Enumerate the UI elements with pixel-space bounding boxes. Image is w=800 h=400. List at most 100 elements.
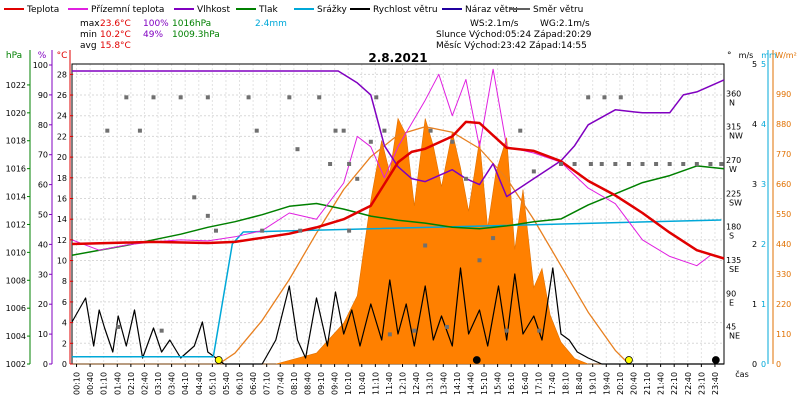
tick-pct: 70 (38, 151, 48, 160)
tick-time: 01:10 (100, 372, 109, 395)
tick-wm: 880 (776, 120, 791, 129)
wind-dir-point (531, 169, 536, 174)
tick-time: 07:40 (276, 372, 285, 395)
tick-pct: 20 (38, 300, 48, 309)
legend-label: Teplota (26, 5, 59, 15)
stats-sun: Slunce Východ:05:24 Západ:20:29 (436, 30, 592, 40)
tick-mm: 3 (761, 180, 766, 189)
stats-max-press: 1016hPa (172, 19, 211, 29)
tick-hpa: 1010 (6, 248, 26, 257)
tick-time: 05:40 (222, 372, 231, 395)
tick-pct: 80 (38, 121, 48, 130)
wind-dir-point (213, 228, 218, 233)
tick-time: 20:10 (616, 372, 625, 395)
tick-time: 11:10 (371, 372, 380, 395)
tick-temp: 28 (57, 70, 67, 79)
tick-time: 15:40 (494, 372, 503, 395)
tick-temp: 18 (57, 174, 67, 183)
tick-ms: 1 (752, 300, 757, 309)
tick-temp: 10 (57, 257, 67, 266)
wind-dir-point (192, 195, 197, 200)
tick-time: 02:10 (127, 372, 136, 395)
tick-temp: 22 (57, 132, 67, 141)
wind-dir-point (477, 258, 482, 263)
wind-dir-point (368, 139, 373, 144)
tick-dir-deg: 135 (726, 256, 741, 265)
tick-pct: 30 (38, 270, 48, 279)
tick-hpa: 1014 (6, 193, 26, 202)
wind-dir-point (681, 162, 686, 166)
tick-wm: 660 (776, 180, 791, 189)
stats-moon: Měsíc Východ:23:42 Západ:14:55 (436, 41, 587, 51)
tick-time: 11:40 (385, 372, 394, 395)
tick-time: 03:40 (168, 372, 177, 395)
tick-time: 16:10 (507, 372, 516, 395)
wind-dir-point (602, 95, 607, 100)
tick-temp: 2 (62, 339, 67, 348)
tick-ms: 0 (752, 360, 757, 369)
tick-temp: 20 (57, 153, 67, 162)
stats-avg-temp: 15.8°C (100, 41, 131, 51)
tick-time: 14:40 (466, 372, 475, 395)
series-prizemni-teplota (71, 68, 711, 267)
wind-dir-point (613, 162, 618, 166)
tick-dir-name: NW (729, 132, 743, 141)
wind-dir-point (518, 128, 523, 133)
wind-dir-point (412, 328, 417, 333)
tick-wm: 770 (776, 150, 791, 159)
wind-dir-point (205, 213, 210, 218)
wind-dir-point (640, 162, 645, 166)
wind-direction-points (105, 95, 724, 337)
tick-wm: 220 (776, 300, 791, 309)
tick-temp: 16 (57, 194, 67, 203)
tick-time: 09:10 (317, 372, 326, 395)
tick-time: 21:10 (643, 372, 652, 395)
tick-wm: 0 (776, 360, 781, 369)
wind-dir-point (341, 128, 346, 133)
series-srazky (72, 219, 722, 358)
tick-ms: 3 (752, 180, 757, 189)
tick-time: 04:40 (195, 372, 204, 395)
tick-time: 09:40 (331, 372, 340, 395)
legend-label: Směr větru (533, 5, 583, 15)
tick-temp: 4 (62, 319, 67, 328)
tick-wm: 440 (776, 240, 791, 249)
wind-dir-point (260, 228, 265, 233)
wind-dir-point (586, 95, 591, 100)
axis-time-unit: čas (735, 369, 748, 379)
tick-temp: 0 (62, 360, 67, 369)
tick-time: 12:10 (399, 372, 408, 395)
wind-dir-point (618, 95, 623, 100)
tick-mm: 1 (761, 300, 766, 309)
tick-time: 12:40 (412, 372, 421, 395)
tick-time: 23:40 (711, 372, 720, 395)
wind-dir-point (347, 228, 352, 233)
stats-avg-label: avg (80, 41, 97, 51)
tick-pct: 40 (38, 240, 48, 249)
legend-label: Tlak (258, 5, 279, 15)
stats-max-temp: 23.6°C (100, 19, 131, 29)
tick-time: 23:10 (697, 372, 706, 395)
tick-dir-name: S (729, 232, 734, 241)
tick-hpa: 1016 (6, 165, 26, 174)
tick-temp: 24 (57, 112, 67, 121)
wind-dir-point (124, 95, 129, 100)
wind-dir-point (137, 128, 142, 133)
tick-time: 14:10 (453, 372, 462, 395)
wind-dir-point (504, 328, 509, 333)
tick-time: 13:10 (426, 372, 435, 395)
wind-dir-point (588, 162, 593, 166)
tick-wm: 990 (776, 90, 791, 99)
wind-dir-point (178, 95, 183, 100)
axis-dir-unit: ° (727, 51, 732, 61)
stats-min-temp: 10.2°C (100, 30, 131, 40)
tick-wm: 330 (776, 270, 791, 279)
tick-time: 19:40 (602, 372, 611, 395)
tick-time: 20:40 (629, 372, 638, 395)
moon-marker (711, 356, 720, 364)
tick-wm: 550 (776, 210, 791, 219)
wind-dir-point (246, 95, 251, 100)
tick-dir-deg: 270 (726, 156, 741, 165)
wind-dir-point (667, 162, 672, 166)
wind-dir-point (317, 95, 322, 100)
